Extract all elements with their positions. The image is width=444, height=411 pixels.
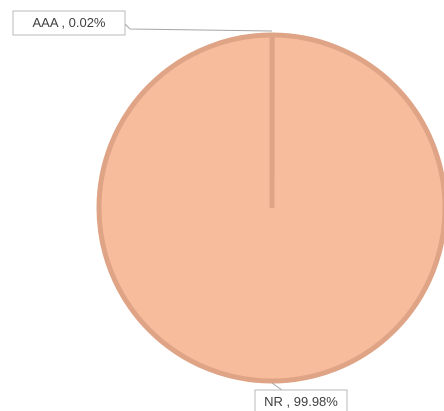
data-label-aaa: AAA , 0.02% bbox=[12, 10, 126, 36]
data-label-nr: NR , 99.98% bbox=[254, 389, 348, 411]
data-label-aaa-box bbox=[12, 10, 126, 36]
pie-slices bbox=[96, 32, 444, 384]
leader-lines bbox=[124, 23, 283, 391]
leader-line-aaa bbox=[124, 23, 273, 32]
leader-line-nr bbox=[271, 382, 283, 391]
data-label-nr-text: NR , 99.98% bbox=[264, 394, 338, 409]
data-label-aaa-text: AAA , 0.02% bbox=[33, 15, 106, 30]
data-label-nr-box bbox=[254, 389, 348, 411]
data-labels: AAA , 0.02% NR , 99.98% bbox=[12, 10, 348, 411]
